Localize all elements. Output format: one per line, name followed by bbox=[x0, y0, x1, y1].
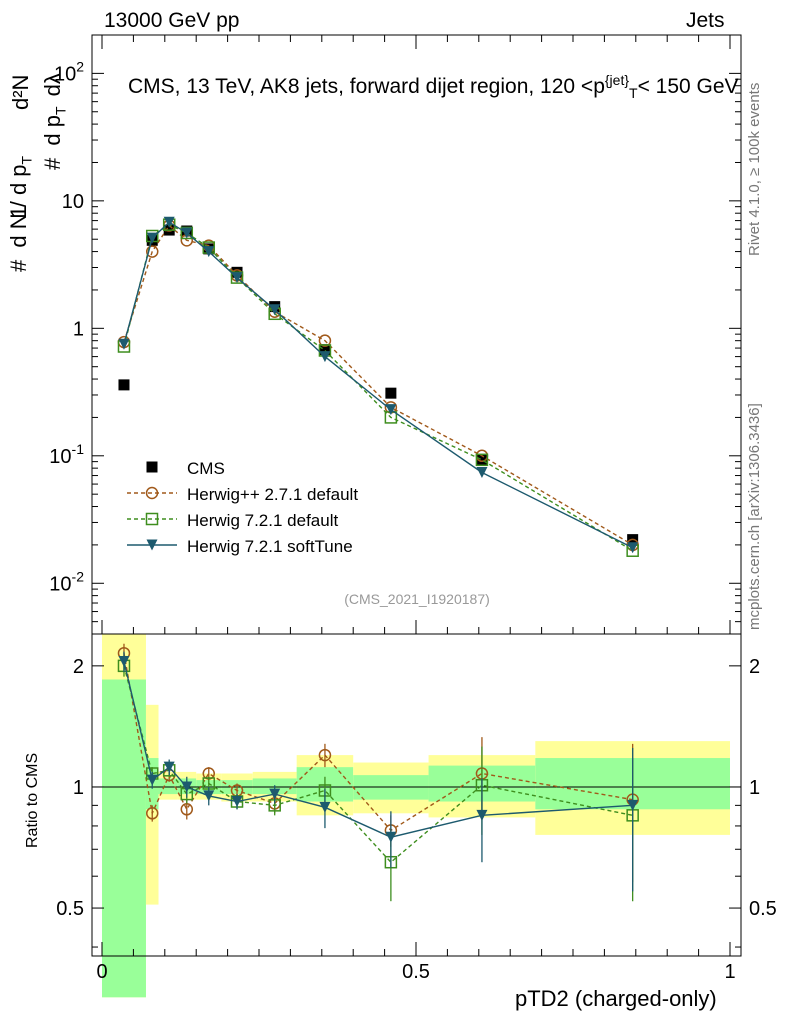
ratio-point-herwig-7-2-1-softtune bbox=[181, 781, 193, 793]
ratio-point-herwig-7-2-1-softtune bbox=[269, 788, 281, 800]
main-y-tick-label: 10-1 bbox=[49, 441, 84, 468]
main-point-herwig-7-2-1-softtune bbox=[269, 304, 281, 316]
main-point-herwig-7-2-1-softtune bbox=[181, 227, 193, 239]
y-title-dn-sub: T bbox=[18, 155, 35, 165]
y-title-dp: d p bbox=[40, 115, 65, 146]
x-tick-label: 0 bbox=[96, 961, 107, 983]
y-axis-title-ratio: Ratio to CMS bbox=[24, 752, 41, 848]
x-tick-label: 0.5 bbox=[402, 961, 430, 983]
x-axis-title: pTD2 (charged-only) bbox=[515, 986, 717, 1011]
tick-exponent: -2 bbox=[72, 568, 85, 584]
main-point-cms bbox=[476, 454, 488, 466]
y-axis-title-frac: 1 bbox=[6, 206, 32, 218]
ratio-y-tick-label-left: 2 bbox=[73, 656, 84, 678]
ratio-point-herwig-7-2-1-softtune bbox=[627, 799, 639, 811]
ratio-point-herwig-2-7-1-default bbox=[318, 748, 332, 762]
legend-marker bbox=[146, 461, 158, 473]
ratio-point-herwig-7-2-1-softtune bbox=[231, 796, 243, 808]
header-energy-label: 13000 GeV pp bbox=[104, 9, 240, 32]
ratio-y-tick-label-right: 2 bbox=[749, 656, 760, 678]
tick-exponent: 2 bbox=[76, 58, 84, 74]
ratio-point-herwig-2-7-1-default bbox=[145, 807, 159, 820]
main-point-herwig-7-2-1-softtune bbox=[203, 246, 215, 258]
ratio-point-herwig-7-2-1-softtune bbox=[476, 809, 488, 821]
rivet-version-label: Rivet 4.1.0, ≥ 100k events bbox=[746, 82, 763, 256]
ratio-point-herwig-7-2-1-softtune bbox=[319, 801, 331, 813]
main-point-herwig-7-2-1-softtune bbox=[319, 351, 331, 363]
main-point-herwig-2-7-1-default bbox=[318, 334, 332, 347]
main-y-tick-label: 10-2 bbox=[49, 568, 84, 595]
mcplots-label: mcplots.cern.ch [arXiv:1306.3436] bbox=[746, 403, 763, 630]
ratio-point-herwig-2-7-1-default bbox=[180, 803, 194, 816]
y-title-dp-sub: T bbox=[52, 106, 69, 116]
ratio-point-herwig-7-2-1-softtune bbox=[203, 790, 215, 802]
tick-base: 10 bbox=[49, 573, 71, 595]
main-point-herwig-7-2-1-softtune bbox=[231, 272, 243, 284]
y-title-hash: # bbox=[6, 259, 31, 272]
ratio-point-herwig-7-2-1-softtune bbox=[385, 831, 397, 843]
main-point-herwig-7-2-1-default bbox=[475, 453, 489, 467]
main-y-tick-label: 1 bbox=[73, 318, 84, 340]
analysis-id-label: (CMS_2021_I1920187) bbox=[344, 591, 490, 607]
y-title-one: 1 bbox=[6, 205, 31, 218]
main-point-herwig-7-2-1-softtune bbox=[163, 216, 175, 228]
header-jets-label: Jets bbox=[686, 9, 725, 32]
title-sub: T bbox=[629, 85, 638, 102]
x-tick-label: 1 bbox=[724, 961, 735, 983]
legend-marker bbox=[145, 486, 159, 500]
tick-base: 10 bbox=[49, 446, 71, 468]
ratio-y-tick-label-left: 0.5 bbox=[56, 898, 84, 920]
main-point-cms bbox=[118, 379, 130, 391]
ratio-point-herwig-7-2-1-softtune bbox=[146, 774, 158, 786]
tick-exponent: -1 bbox=[72, 441, 85, 457]
y-title-hash2: # bbox=[40, 157, 65, 170]
title-prefix: CMS, 13 TeV, AK8 jets, forward dijet reg… bbox=[128, 75, 605, 98]
main-point-herwig-7-2-1-softtune bbox=[146, 232, 158, 244]
main-point-cms bbox=[385, 387, 397, 399]
y-axis-title-d2n: d²N bbox=[8, 75, 34, 110]
ratio-y-tick-label-right: 0.5 bbox=[749, 898, 777, 920]
legend-label: CMS bbox=[187, 459, 225, 478]
title-suffix: < 150 GeV bbox=[637, 75, 739, 98]
main-point-cms bbox=[319, 344, 331, 356]
main-point-herwig-7-2-1-softtune bbox=[476, 466, 488, 478]
y-title-d2n: d²N bbox=[8, 74, 33, 110]
legend-label: Herwig 7.2.1 default bbox=[187, 511, 338, 530]
tick-base: 10 bbox=[54, 63, 76, 85]
main-point-herwig-7-2-1-softtune bbox=[627, 542, 639, 554]
main-point-herwig-2-7-1-default bbox=[145, 245, 159, 258]
ratio-point-herwig-7-2-1-softtune bbox=[118, 656, 130, 668]
ratio-y-tick-label-right: 1 bbox=[749, 777, 760, 799]
legend-label: Herwig 7.2.1 softTune bbox=[187, 537, 353, 556]
main-point-herwig-7-2-1-softtune bbox=[118, 338, 130, 350]
y-axis-title-second: # d pT dλ bbox=[40, 73, 68, 170]
title-sup: {jet} bbox=[604, 72, 630, 88]
legend-label: Herwig++ 2.7.1 default bbox=[187, 485, 358, 504]
main-point-herwig-7-2-1-softtune bbox=[385, 404, 397, 416]
ratio-y-tick-label-left: 1 bbox=[73, 777, 84, 799]
main-y-tick-label: 10 bbox=[62, 191, 84, 213]
main-y-tick-label: 102 bbox=[54, 58, 84, 85]
legend-marker bbox=[146, 539, 158, 551]
legend-marker bbox=[145, 512, 159, 526]
ratio-point-herwig-7-2-1-softtune bbox=[163, 761, 175, 773]
plot-title: CMS, 13 TeV, AK8 jets, forward dijet reg… bbox=[128, 72, 739, 101]
y-title-dl: dλ bbox=[40, 73, 65, 97]
